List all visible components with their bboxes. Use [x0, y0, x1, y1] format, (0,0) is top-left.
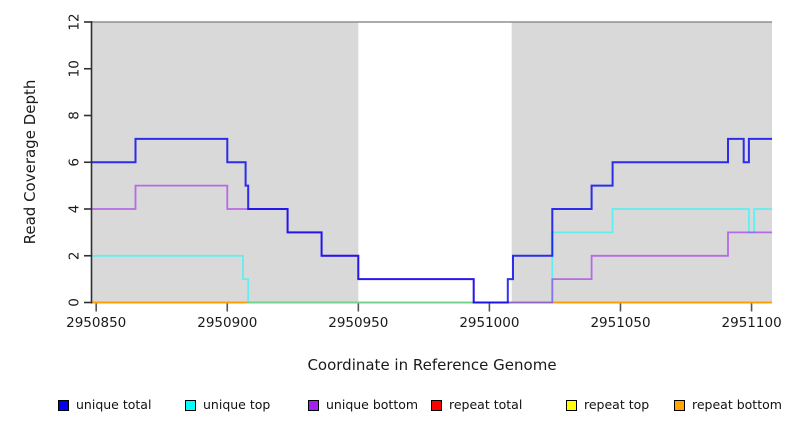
y-axis-title: Read Coverage Depth	[21, 80, 39, 245]
x-tick-label: 2950900	[197, 315, 257, 331]
y-tick-label: 12	[67, 13, 83, 30]
y-tick-labels: 0 2 4 6 8 10 12	[66, 13, 82, 306]
y-tick-label: 6	[66, 158, 82, 167]
legend-label: repeat bottom	[692, 397, 782, 412]
legend-swatch-icon	[674, 399, 685, 411]
x-tick-label: 2951000	[459, 315, 519, 331]
legend-label: repeat total	[449, 397, 523, 412]
y-tick-label: 2	[66, 252, 82, 261]
x-axis-title: Coordinate in Reference Genome	[307, 356, 556, 374]
x-tick-label: 2950850	[66, 315, 126, 331]
legend-item-repeat-bottom: repeat bottom	[674, 397, 782, 413]
y-tick-label: 10	[66, 60, 82, 77]
legend-item-repeat-total: repeat total	[431, 397, 522, 413]
legend-swatch-icon	[308, 399, 319, 411]
x-tick-label: 2951100	[722, 315, 782, 331]
y-tick-label: 0	[67, 298, 83, 307]
legend-swatch-icon	[58, 399, 69, 411]
legend-label: repeat top	[584, 397, 650, 412]
legend-label: unique top	[203, 397, 271, 412]
y-tick-label: 8	[67, 111, 83, 120]
axes-layer	[84, 21, 753, 312]
legend-swatch-icon	[185, 399, 196, 411]
legend-item-unique-bottom: unique bottom	[308, 397, 418, 413]
legend: unique total unique top unique bottom repea…	[0, 397, 792, 417]
legend-item-repeat-top: repeat top	[566, 397, 649, 413]
legend-label: unique bottom	[326, 397, 419, 412]
legend-label: unique total	[76, 397, 152, 412]
legend-swatch-icon	[431, 399, 442, 411]
x-tick-label: 2951050	[590, 315, 650, 331]
legend-item-unique-total: unique total	[58, 397, 151, 413]
legend-swatch-icon	[566, 399, 577, 411]
x-tick-labels: 2950850 2950900 2950950 2951000 2951050 …	[66, 315, 782, 331]
legend-item-unique-top: unique top	[185, 397, 270, 413]
y-tick-label: 4	[67, 205, 83, 214]
series-lines-layer	[92, 137, 772, 304]
x-tick-label: 2950950	[328, 315, 388, 331]
series-line-unique-total	[92, 137, 772, 304]
